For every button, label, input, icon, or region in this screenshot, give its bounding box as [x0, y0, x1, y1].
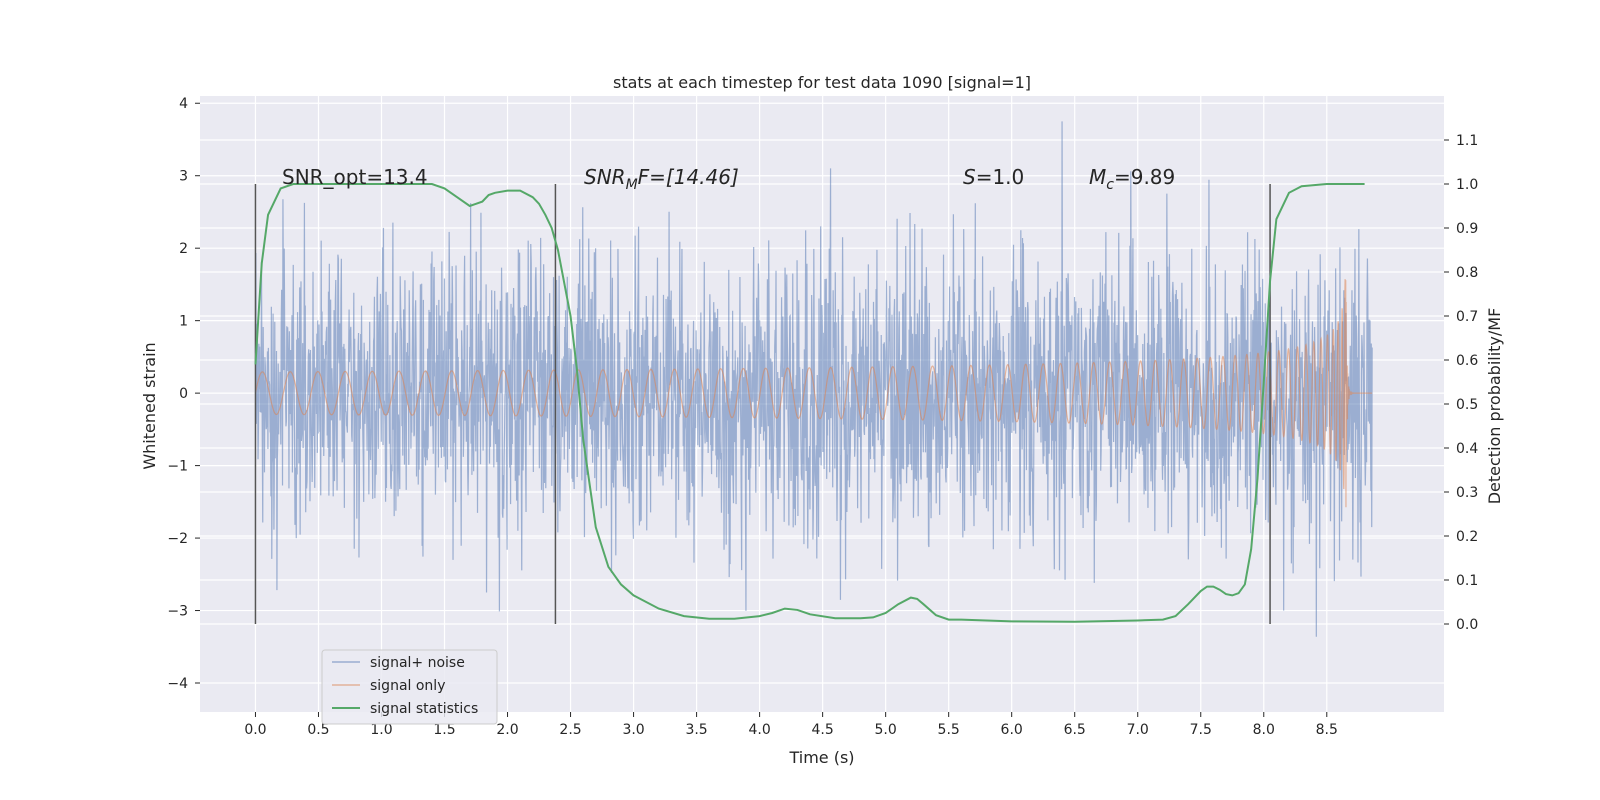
legend-label-stat: signal statistics [370, 701, 478, 717]
signal-statistics-series [254, 183, 1365, 623]
y-left-tick-label: 3 [179, 169, 188, 185]
legend-label-signal: signal only [370, 678, 445, 694]
x-tick-label: 3.5 [685, 722, 707, 738]
y-left-tick-label: 1 [179, 314, 188, 330]
x-tick-label: 2.0 [496, 722, 518, 738]
x-tick-label: 6.0 [1001, 722, 1023, 738]
mc-annotation: Mc=9.89 [1089, 165, 1175, 193]
vertical-markers [254, 184, 1271, 624]
y-right-tick-label: 0.6 [1456, 353, 1478, 369]
noise-line [254, 121, 1373, 637]
y-right-tick-label: 0.3 [1456, 485, 1478, 501]
signal-noise-series [254, 121, 1373, 637]
snr-opt-annotation: SNR_opt=13.4 [282, 165, 428, 189]
y-left-tick-label: −4 [167, 676, 188, 692]
x-tick-label: 1.0 [370, 722, 392, 738]
y-right-tick-label: 0.9 [1456, 221, 1478, 237]
legend: signal+ noise signal only signal statist… [321, 649, 498, 725]
s-annotation: S=1.0 [963, 165, 1024, 189]
x-tick-label: 6.5 [1064, 722, 1086, 738]
x-tick-label: 3.0 [622, 722, 644, 738]
x-tick-label: 1.5 [433, 722, 455, 738]
stat-line [254, 183, 1365, 623]
x-tick-label: 7.0 [1127, 722, 1149, 738]
y-left-tick-label: 2 [179, 241, 188, 257]
x-tick-label: 5.5 [938, 722, 960, 738]
y-right-tick-label: 0.5 [1456, 397, 1478, 413]
y-right-tick-label: 0.7 [1456, 309, 1478, 325]
x-axis-label: Time (s) [788, 748, 854, 767]
x-tick-label: 8.5 [1316, 722, 1338, 738]
y-right-tick-label: 0.0 [1456, 617, 1478, 633]
y-right-tick-label: 1.0 [1456, 177, 1478, 193]
y-right-tick-label: 0.8 [1456, 265, 1478, 281]
x-tick-label: 8.0 [1253, 722, 1275, 738]
chart-title: stats at each timestep for test data 109… [613, 73, 1031, 92]
x-tick-label: 0.0 [244, 722, 266, 738]
y-left-tick-label: 4 [179, 96, 188, 112]
signal-line [254, 279, 1373, 508]
x-tick-label: 4.5 [811, 722, 833, 738]
x-tick-label: 7.5 [1190, 722, 1212, 738]
y-right-tick-label: 0.1 [1456, 573, 1478, 589]
y-left-axis-label: Whitened strain [140, 342, 159, 469]
y-left-tick-label: −3 [167, 604, 188, 620]
y-right-axis-label: Detection probability/MF [1485, 308, 1504, 505]
legend-label-noise: signal+ noise [370, 655, 465, 671]
x-tick-label: 2.5 [559, 722, 581, 738]
y-left-tick-label: −1 [167, 459, 188, 475]
y-right-tick-label: 1.1 [1456, 133, 1478, 149]
y-left-tick-label: 0 [179, 386, 188, 402]
y-left-axis-ticks: 4 3 2 1 0 −1 −2 −3 −4 [167, 96, 200, 692]
x-axis-ticks: 0.0 0.5 1.0 1.5 2.0 2.5 3.0 3.5 4.0 4.5 5.0 5.5 6.0 6… [244, 712, 1338, 738]
signal-only-series [254, 279, 1373, 508]
y-left-tick-label: −2 [167, 531, 188, 547]
y-right-tick-label: 0.2 [1456, 529, 1478, 545]
snr-mf-annotation: SNRMF=[14.46] [584, 165, 739, 193]
legend-box [321, 649, 498, 725]
y-right-tick-label: 0.4 [1456, 441, 1478, 457]
y-right-axis-ticks: 1.1 1.0 0.9 0.8 0.7 0.6 0.5 0.4 0.3 0.2 0.1 0.0 [1444, 133, 1478, 633]
x-tick-label: 5.0 [875, 722, 897, 738]
x-tick-label: 4.0 [748, 722, 770, 738]
x-tick-label: 0.5 [307, 722, 329, 738]
